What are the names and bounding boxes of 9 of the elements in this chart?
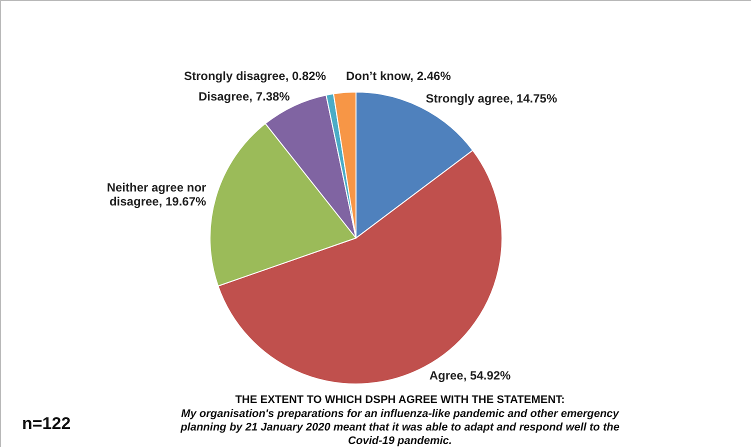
text: n=122 (22, 414, 71, 433)
slice-label: Strongly agree, 14.75% (426, 91, 558, 106)
slice-label: Disagree, 7.38% (198, 90, 290, 104)
slice-label: Neither agree nor disagree, 19.67% (106, 180, 207, 208)
slice-label: Don’t know, 2.46% (346, 69, 452, 83)
slice-label: Strongly disagree, 0.82% (184, 69, 326, 83)
slice-label: Agree, 54.92% (429, 368, 512, 383)
text: My organisation's preparations for an influenza-like pandemic and other emergency planning by 21 January 2020 meant that it was able to adapt and respond well to the Covid-19 pandemic. (180, 408, 620, 447)
text: THE EXTENT TO WHICH DSPH AGREE WITH THE STATEMENT: (235, 394, 565, 406)
